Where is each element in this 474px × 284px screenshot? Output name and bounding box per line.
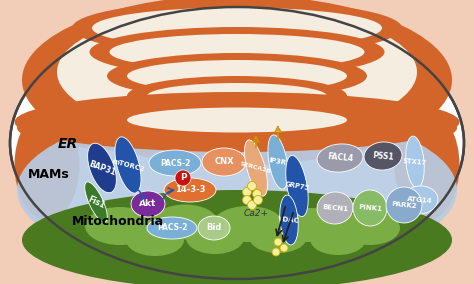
- Text: GRP75: GRP75: [284, 181, 310, 191]
- Text: CNX: CNX: [214, 158, 234, 166]
- Ellipse shape: [364, 142, 402, 170]
- Circle shape: [243, 187, 252, 197]
- Text: STX17: STX17: [403, 158, 427, 166]
- Text: PACS-2: PACS-2: [157, 224, 187, 233]
- Ellipse shape: [249, 221, 307, 253]
- Ellipse shape: [92, 7, 382, 49]
- Text: P: P: [180, 174, 186, 183]
- Circle shape: [247, 201, 256, 210]
- Ellipse shape: [213, 206, 283, 242]
- Ellipse shape: [85, 207, 155, 245]
- Circle shape: [274, 238, 282, 246]
- Ellipse shape: [317, 192, 353, 224]
- Circle shape: [247, 181, 256, 191]
- Circle shape: [272, 248, 280, 256]
- Ellipse shape: [127, 60, 347, 92]
- Text: VDAC: VDAC: [278, 216, 300, 224]
- Ellipse shape: [57, 7, 417, 137]
- Ellipse shape: [126, 224, 184, 256]
- Ellipse shape: [268, 135, 288, 189]
- Ellipse shape: [15, 92, 459, 152]
- Ellipse shape: [10, 7, 464, 279]
- Text: BECN1: BECN1: [322, 204, 348, 212]
- Ellipse shape: [386, 187, 422, 223]
- Text: 14-3-3: 14-3-3: [175, 185, 205, 195]
- Text: PSS1: PSS1: [372, 151, 394, 161]
- Ellipse shape: [90, 27, 384, 77]
- Ellipse shape: [131, 191, 165, 217]
- Circle shape: [280, 244, 288, 252]
- Text: Ca2+: Ca2+: [244, 208, 268, 218]
- Circle shape: [175, 170, 191, 186]
- Ellipse shape: [340, 211, 400, 245]
- Ellipse shape: [164, 178, 216, 202]
- Text: FACL4: FACL4: [327, 153, 353, 164]
- Ellipse shape: [317, 144, 363, 172]
- Text: IP3R: IP3R: [269, 158, 287, 166]
- Ellipse shape: [15, 110, 80, 220]
- Text: Akt: Akt: [139, 199, 157, 208]
- Ellipse shape: [406, 136, 424, 188]
- Ellipse shape: [22, 0, 452, 165]
- Ellipse shape: [149, 150, 201, 176]
- Ellipse shape: [147, 217, 197, 239]
- Circle shape: [243, 195, 252, 204]
- Ellipse shape: [310, 225, 365, 255]
- Text: Fis1: Fis1: [86, 194, 106, 210]
- Ellipse shape: [198, 216, 230, 240]
- Ellipse shape: [286, 155, 308, 217]
- Text: PARK2: PARK2: [391, 201, 417, 209]
- Text: Mitochondria: Mitochondria: [72, 215, 164, 228]
- Ellipse shape: [122, 115, 352, 137]
- Ellipse shape: [22, 190, 452, 284]
- Ellipse shape: [127, 76, 347, 116]
- Ellipse shape: [147, 83, 327, 109]
- Ellipse shape: [353, 190, 387, 226]
- Circle shape: [254, 195, 263, 204]
- Ellipse shape: [85, 182, 107, 222]
- Text: Bid: Bid: [206, 224, 222, 233]
- Ellipse shape: [88, 143, 116, 193]
- Text: ER: ER: [58, 137, 78, 151]
- Ellipse shape: [107, 53, 367, 99]
- Ellipse shape: [153, 204, 218, 239]
- Ellipse shape: [202, 148, 246, 176]
- Ellipse shape: [402, 186, 438, 214]
- Ellipse shape: [280, 195, 298, 245]
- Text: BAP31: BAP31: [87, 159, 117, 177]
- Ellipse shape: [277, 208, 343, 242]
- Ellipse shape: [17, 108, 457, 273]
- Text: PACS-2: PACS-2: [160, 158, 190, 168]
- Text: ATG14: ATG14: [407, 196, 433, 204]
- Ellipse shape: [115, 137, 141, 193]
- Ellipse shape: [245, 140, 267, 196]
- Ellipse shape: [394, 110, 459, 220]
- Text: PINK1: PINK1: [358, 204, 382, 212]
- Text: MAMs: MAMs: [28, 168, 70, 181]
- Ellipse shape: [17, 101, 457, 156]
- Ellipse shape: [72, 1, 402, 55]
- Text: mTORC2: mTORC2: [111, 158, 145, 172]
- Circle shape: [253, 189, 262, 199]
- Text: SERCA2B: SERCA2B: [240, 161, 272, 175]
- Ellipse shape: [109, 34, 365, 70]
- Ellipse shape: [186, 222, 244, 254]
- Ellipse shape: [127, 108, 347, 133]
